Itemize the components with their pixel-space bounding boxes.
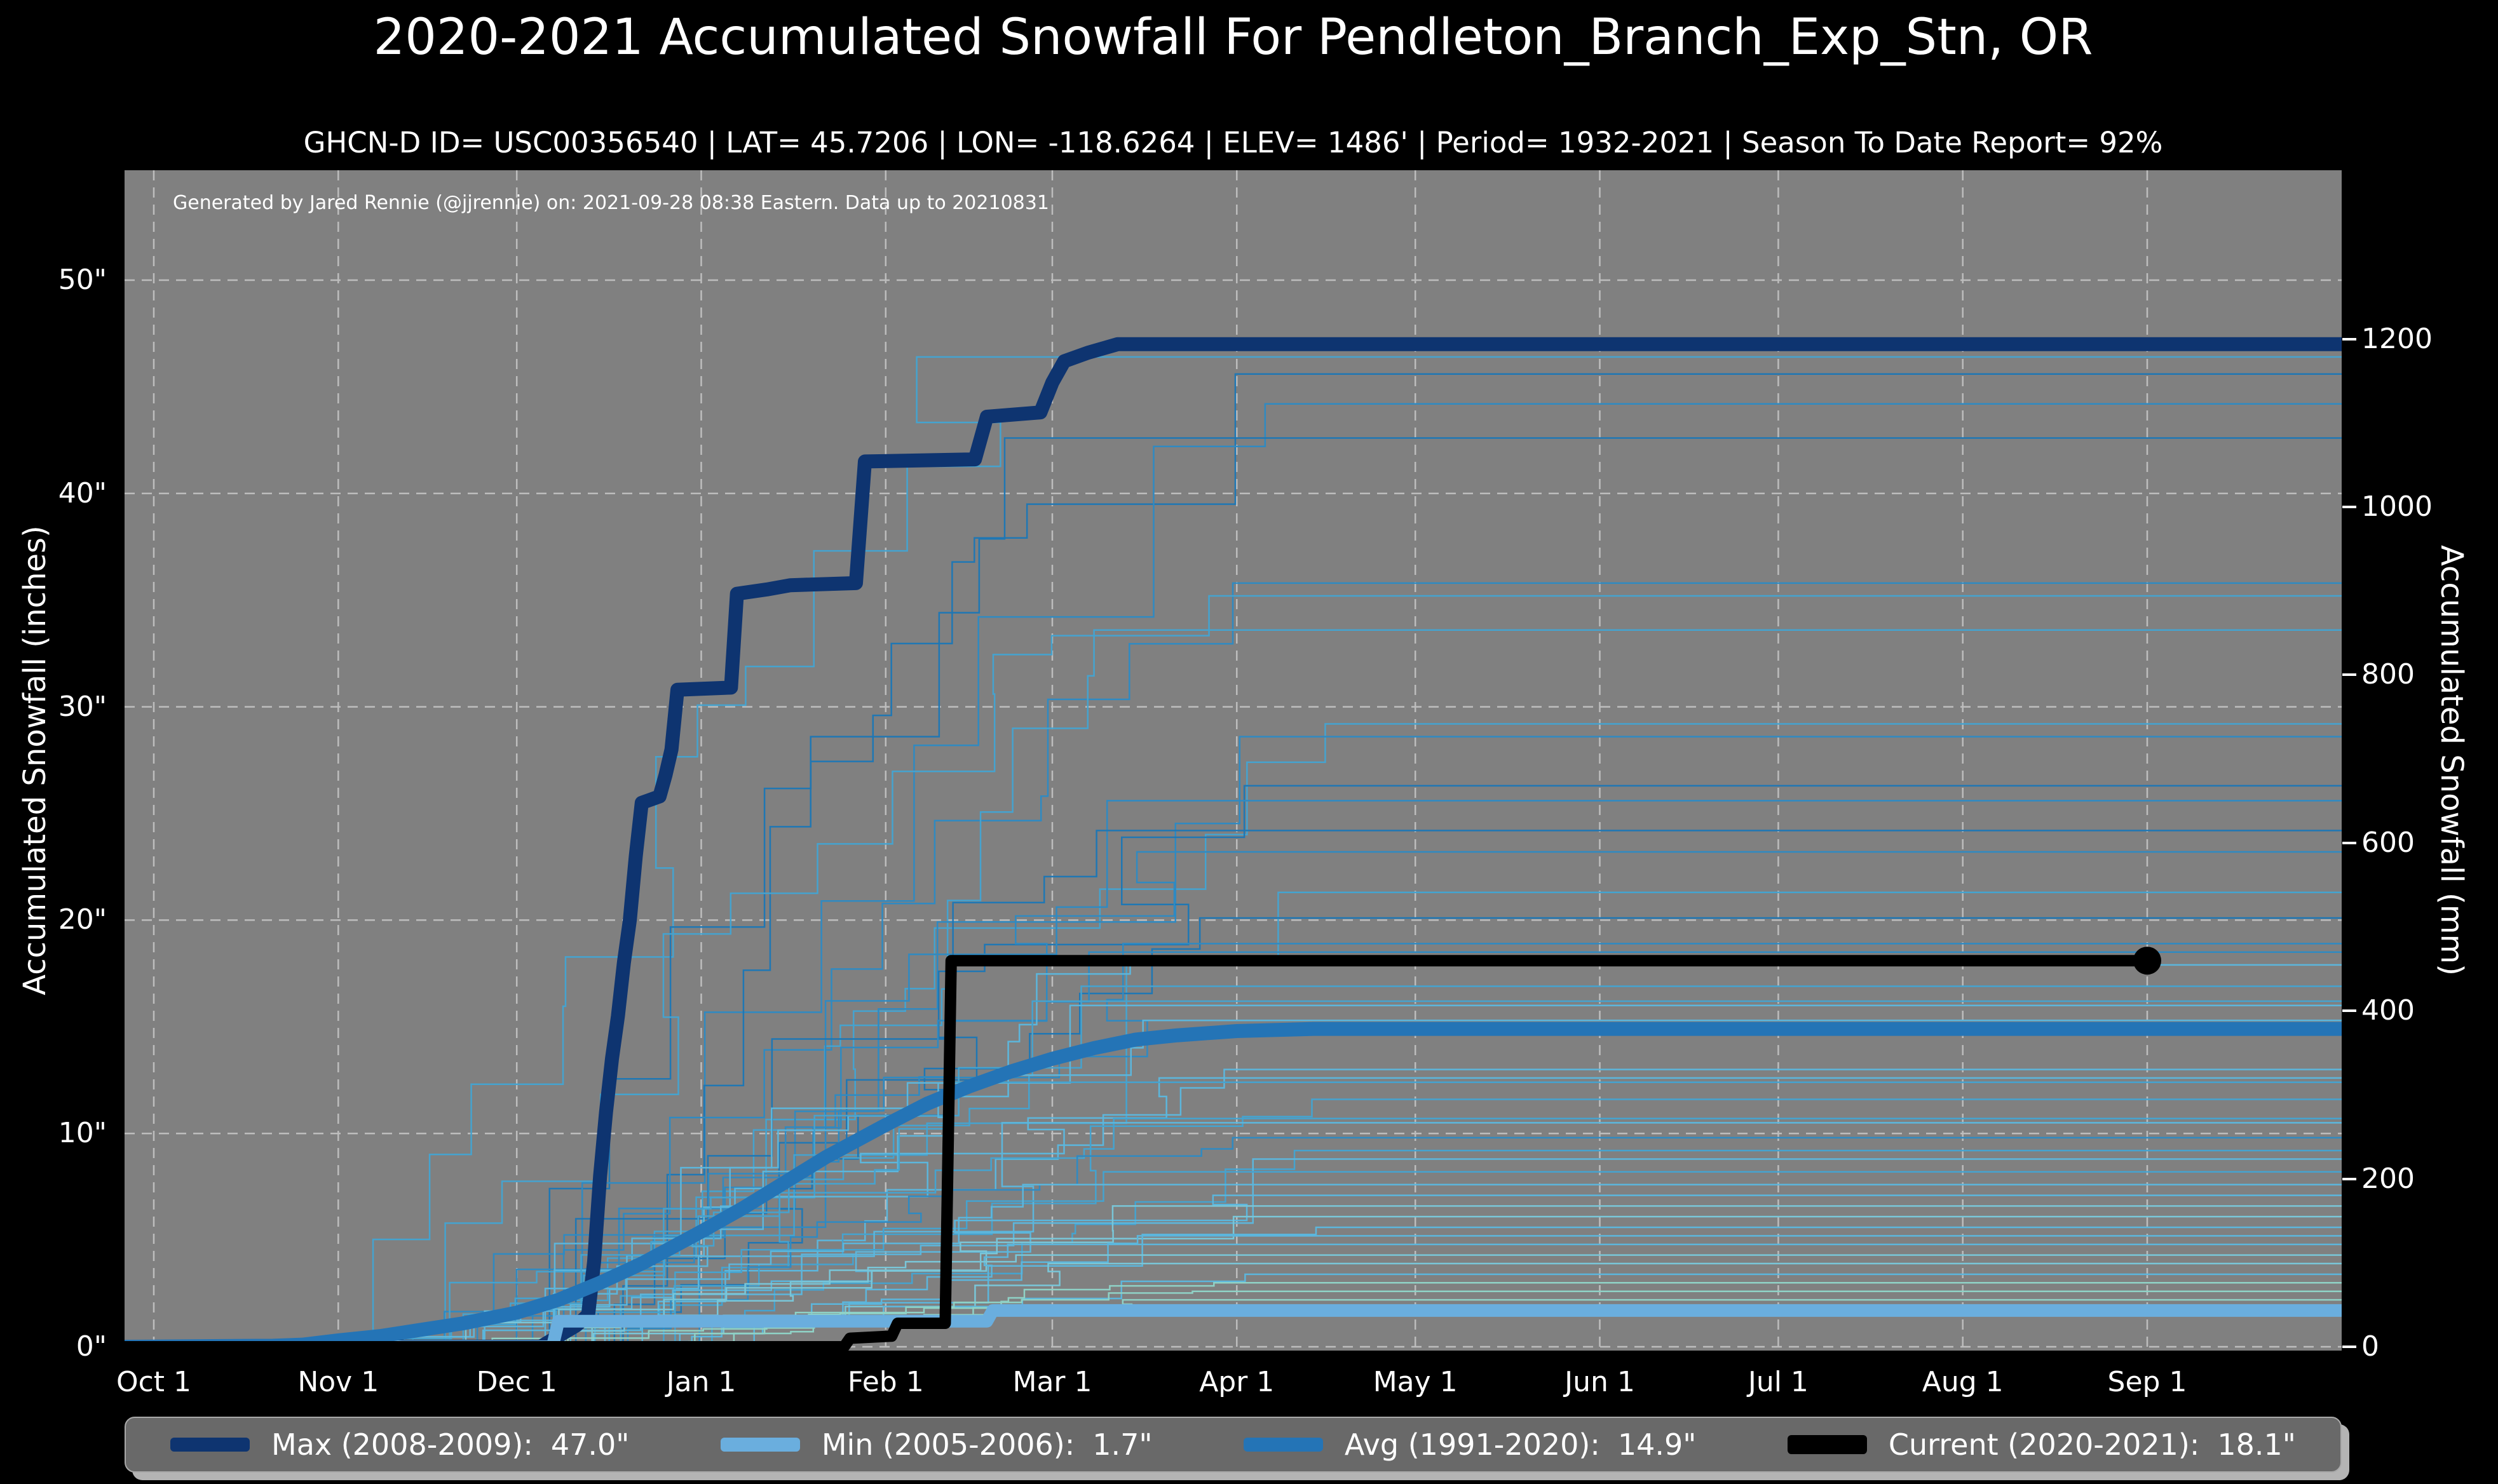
historical-year-line — [125, 951, 2342, 1348]
page-title: 2020-2021 Accumulated Snowfall For Pendl… — [373, 9, 2093, 66]
legend-value: 18.1" — [2217, 1427, 2296, 1462]
y-tick-label-inches: 10" — [58, 1117, 107, 1150]
y-tick-mark-mm — [2342, 841, 2356, 844]
x-tick-label-month: Jan 1 — [666, 1366, 737, 1398]
x-tick-label-month: Oct 1 — [116, 1366, 192, 1398]
legend-value: 47.0" — [550, 1427, 630, 1462]
y-tick-mark-mm — [2342, 337, 2356, 341]
y-tick-mark-mm — [2342, 1009, 2356, 1013]
historical-year-line — [125, 437, 2342, 1348]
x-tick-label-month: Feb 1 — [847, 1366, 924, 1398]
y-tick-label-mm: 1000 — [2361, 490, 2433, 523]
historical-year-line — [125, 1243, 2342, 1348]
series-line-current-2020-2021- — [125, 955, 2147, 1351]
y-tick-mark-mm — [2342, 673, 2356, 677]
x-tick-label-month: Jul 1 — [1748, 1366, 1809, 1398]
y-tick-mark-mm — [2342, 1346, 2356, 1348]
series-line-avg-1991-2020- — [125, 1022, 2342, 1351]
legend-item-max: Max (2008-2009): 47.0" — [170, 1427, 629, 1462]
historical-year-line — [125, 985, 2342, 1348]
historical-year-line — [125, 964, 2342, 1348]
y-tick-label-inches: 30" — [58, 690, 107, 723]
current-end-dot — [2133, 947, 2161, 975]
y-tick-mark-mm — [2342, 1177, 2356, 1180]
y-tick-label-inches: 0" — [76, 1330, 107, 1363]
y-tick-label-mm: 1200 — [2361, 322, 2433, 355]
station-metadata-subtitle: GHCN-D ID= USC00356540 | LAT= 45.7206 | … — [303, 126, 2163, 159]
historical-year-line — [125, 1254, 2342, 1348]
historical-year-line — [125, 1149, 2342, 1348]
legend-item-avg: Avg (1991-2020): 14.9" — [1243, 1427, 1697, 1462]
x-tick-label-month: Apr 1 — [1199, 1366, 1275, 1398]
historical-year-line — [125, 595, 2342, 1348]
historical-year-line — [125, 800, 2342, 1348]
historical-year-line — [125, 830, 2342, 1348]
max-line-swatch — [170, 1438, 250, 1452]
historical-year-line — [125, 785, 2342, 1348]
x-tick-label-month: Mar 1 — [1012, 1366, 1092, 1398]
y-tick-label-inches: 50" — [58, 264, 107, 296]
x-tick-label-month: Aug 1 — [1922, 1366, 2004, 1398]
historical-year-line — [125, 1184, 2342, 1348]
x-tick-label-month: May 1 — [1373, 1366, 1458, 1398]
snowfall-chart — [125, 170, 2342, 1351]
legend-label: Max (2008-2009): — [271, 1427, 533, 1462]
x-tick-label-month: Dec 1 — [476, 1366, 557, 1398]
y-tick-label-inches: 20" — [58, 903, 107, 936]
historical-year-line — [125, 1004, 2342, 1348]
y-tick-label-mm: 0 — [2361, 1330, 2379, 1363]
historical-year-line — [125, 582, 2342, 1348]
legend-value: 14.9" — [1617, 1427, 1697, 1462]
legend-label: Current (2020-2021): — [1888, 1427, 2200, 1462]
legend-value: 1.7" — [1092, 1427, 1153, 1462]
y-tick-mark-mm — [2342, 505, 2356, 508]
y-tick-label-mm: 800 — [2361, 658, 2415, 691]
legend-label: Min (2005-2006): — [821, 1427, 1075, 1462]
avg-line-swatch — [1243, 1438, 1323, 1452]
legend-item-min: Min (2005-2006): 1.7" — [720, 1427, 1153, 1462]
x-tick-label-month: Sep 1 — [2107, 1366, 2187, 1398]
legend: Max (2008-2009): 47.0" Min (2005-2006): … — [125, 1417, 2342, 1473]
y-axis-label-mm: Accumulated Snowfall (mm) — [2434, 545, 2469, 976]
legend-label: Avg (1991-2020): — [1344, 1427, 1600, 1462]
y-tick-label-mm: 400 — [2361, 994, 2415, 1027]
current-line-swatch — [1787, 1435, 1867, 1454]
y-tick-label-mm: 200 — [2361, 1162, 2415, 1195]
x-tick-label-month: Jun 1 — [1565, 1366, 1635, 1398]
historical-year-line — [125, 1117, 2342, 1348]
series-line-max-2008-2009- — [125, 337, 2342, 1351]
y-tick-label-mm: 600 — [2361, 826, 2415, 859]
plot-area: Generated by Jared Rennie (@jjrennie) on… — [125, 170, 2342, 1357]
y-tick-label-inches: 40" — [58, 476, 107, 509]
legend-item-current: Current (2020-2021): 18.1" — [1787, 1427, 2296, 1462]
generated-by-annotation: Generated by Jared Rennie (@jjrennie) on… — [173, 192, 1049, 214]
historical-year-line — [125, 1000, 2342, 1348]
historical-year-line — [125, 373, 2342, 1348]
x-tick-label-month: Nov 1 — [297, 1366, 379, 1398]
min-line-swatch — [720, 1438, 800, 1452]
